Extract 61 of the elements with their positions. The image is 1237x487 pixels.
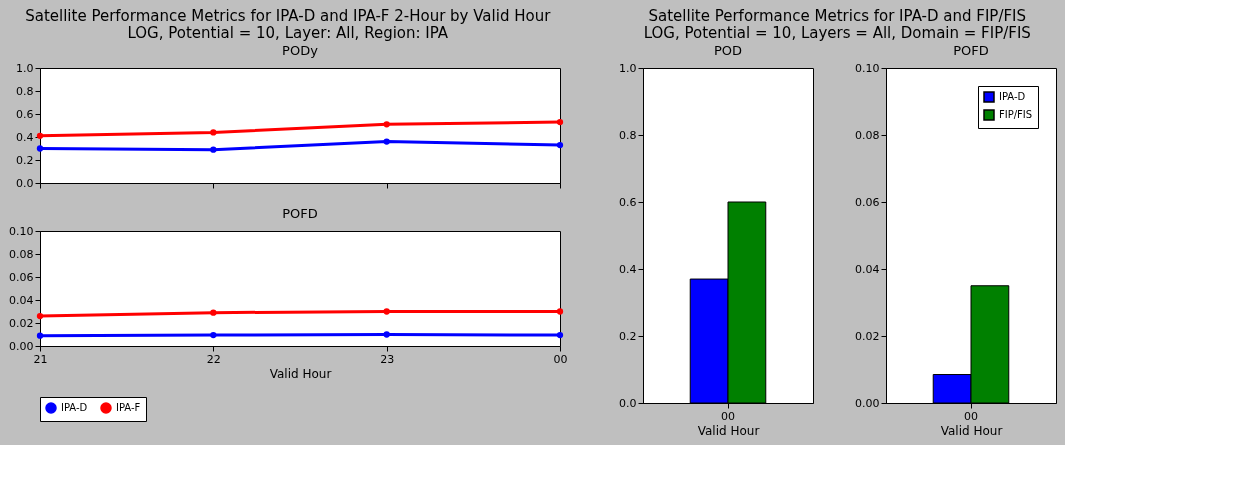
x-tick-label: 23 (380, 352, 395, 366)
point (210, 129, 217, 136)
y-tick-label: 0.2 (16, 153, 34, 167)
y-tick-label: 1.0 (16, 61, 34, 75)
x-axis-title: Valid Hour (269, 366, 332, 381)
point (383, 331, 390, 338)
point (210, 331, 217, 339)
x-tick-label: 00 (964, 409, 978, 423)
chart-title: POFD (953, 43, 989, 58)
point (556, 331, 564, 339)
point (383, 138, 390, 145)
legend-label: FIP/FIS (999, 109, 1033, 120)
x-tick-label: 21 (33, 352, 48, 366)
text: LOG, Potential = 10, Layers = All, Domain = FIP/FIS (643, 23, 1031, 42)
point (556, 118, 564, 126)
point (210, 309, 217, 316)
y-tick-label: 0.4 (619, 262, 637, 276)
y-tick-label: 0.6 (619, 195, 637, 209)
x-tick-label: 00 (721, 409, 735, 423)
y-tick-label: 0.08 (9, 247, 34, 261)
point (383, 121, 390, 128)
point (36, 145, 44, 152)
y-tick-label: 0.04 (855, 262, 880, 276)
y-tick-label: 0.2 (619, 329, 637, 343)
point (36, 132, 44, 140)
y-tick-label: 0.10 (9, 224, 34, 238)
y-tick-label: 0.02 (9, 316, 34, 330)
y-tick-label: 0.0 (16, 176, 34, 190)
y-tick-label: 0.06 (855, 195, 880, 209)
y-tick-label: 0.04 (9, 293, 34, 307)
y-tick-label: 0.00 (9, 339, 34, 353)
y-tick-label: 0.08 (855, 128, 880, 142)
y-tick-label: 0.00 (855, 396, 880, 410)
point (210, 146, 217, 153)
x-axis-title: Valid Hour (697, 423, 760, 438)
y-tick-label: 0.8 (619, 128, 637, 142)
y-tick-label: 0.8 (16, 84, 34, 98)
point (556, 141, 564, 149)
x-axis-title: Valid Hour (940, 423, 1003, 438)
y-tick-label: 0.0 (619, 396, 637, 410)
chart-title: POFD (282, 206, 318, 221)
y-tick-label: 0.6 (16, 107, 34, 121)
point (556, 308, 564, 315)
y-tick-label: 1.0 (619, 61, 637, 75)
text: Satellite Performance Metrics for IPA-D and IPA-F 2-Hour by Valid Hour (25, 6, 552, 25)
y-tick-label: 0.4 (16, 130, 34, 144)
point (383, 308, 390, 315)
x-tick-label: 00 (553, 352, 568, 366)
point (36, 312, 44, 320)
legend-label: IPA-F (116, 402, 141, 413)
text: LOG, Potential = 10, Layer: All, Region: IPA (127, 23, 449, 42)
chart-title: PODy (282, 43, 319, 58)
chart-title: POD (713, 43, 743, 58)
legend-label: IPA-D (61, 402, 88, 413)
legend-label: IPA-D (999, 91, 1026, 102)
y-tick-label: 0.10 (855, 61, 880, 75)
x-tick-label: 22 (206, 352, 221, 366)
point (36, 332, 44, 339)
text: Satellite Performance Metrics for IPA-D and FIP/FIS (648, 6, 1027, 25)
y-tick-label: 0.06 (9, 270, 34, 284)
y-tick-label: 0.02 (855, 329, 880, 343)
